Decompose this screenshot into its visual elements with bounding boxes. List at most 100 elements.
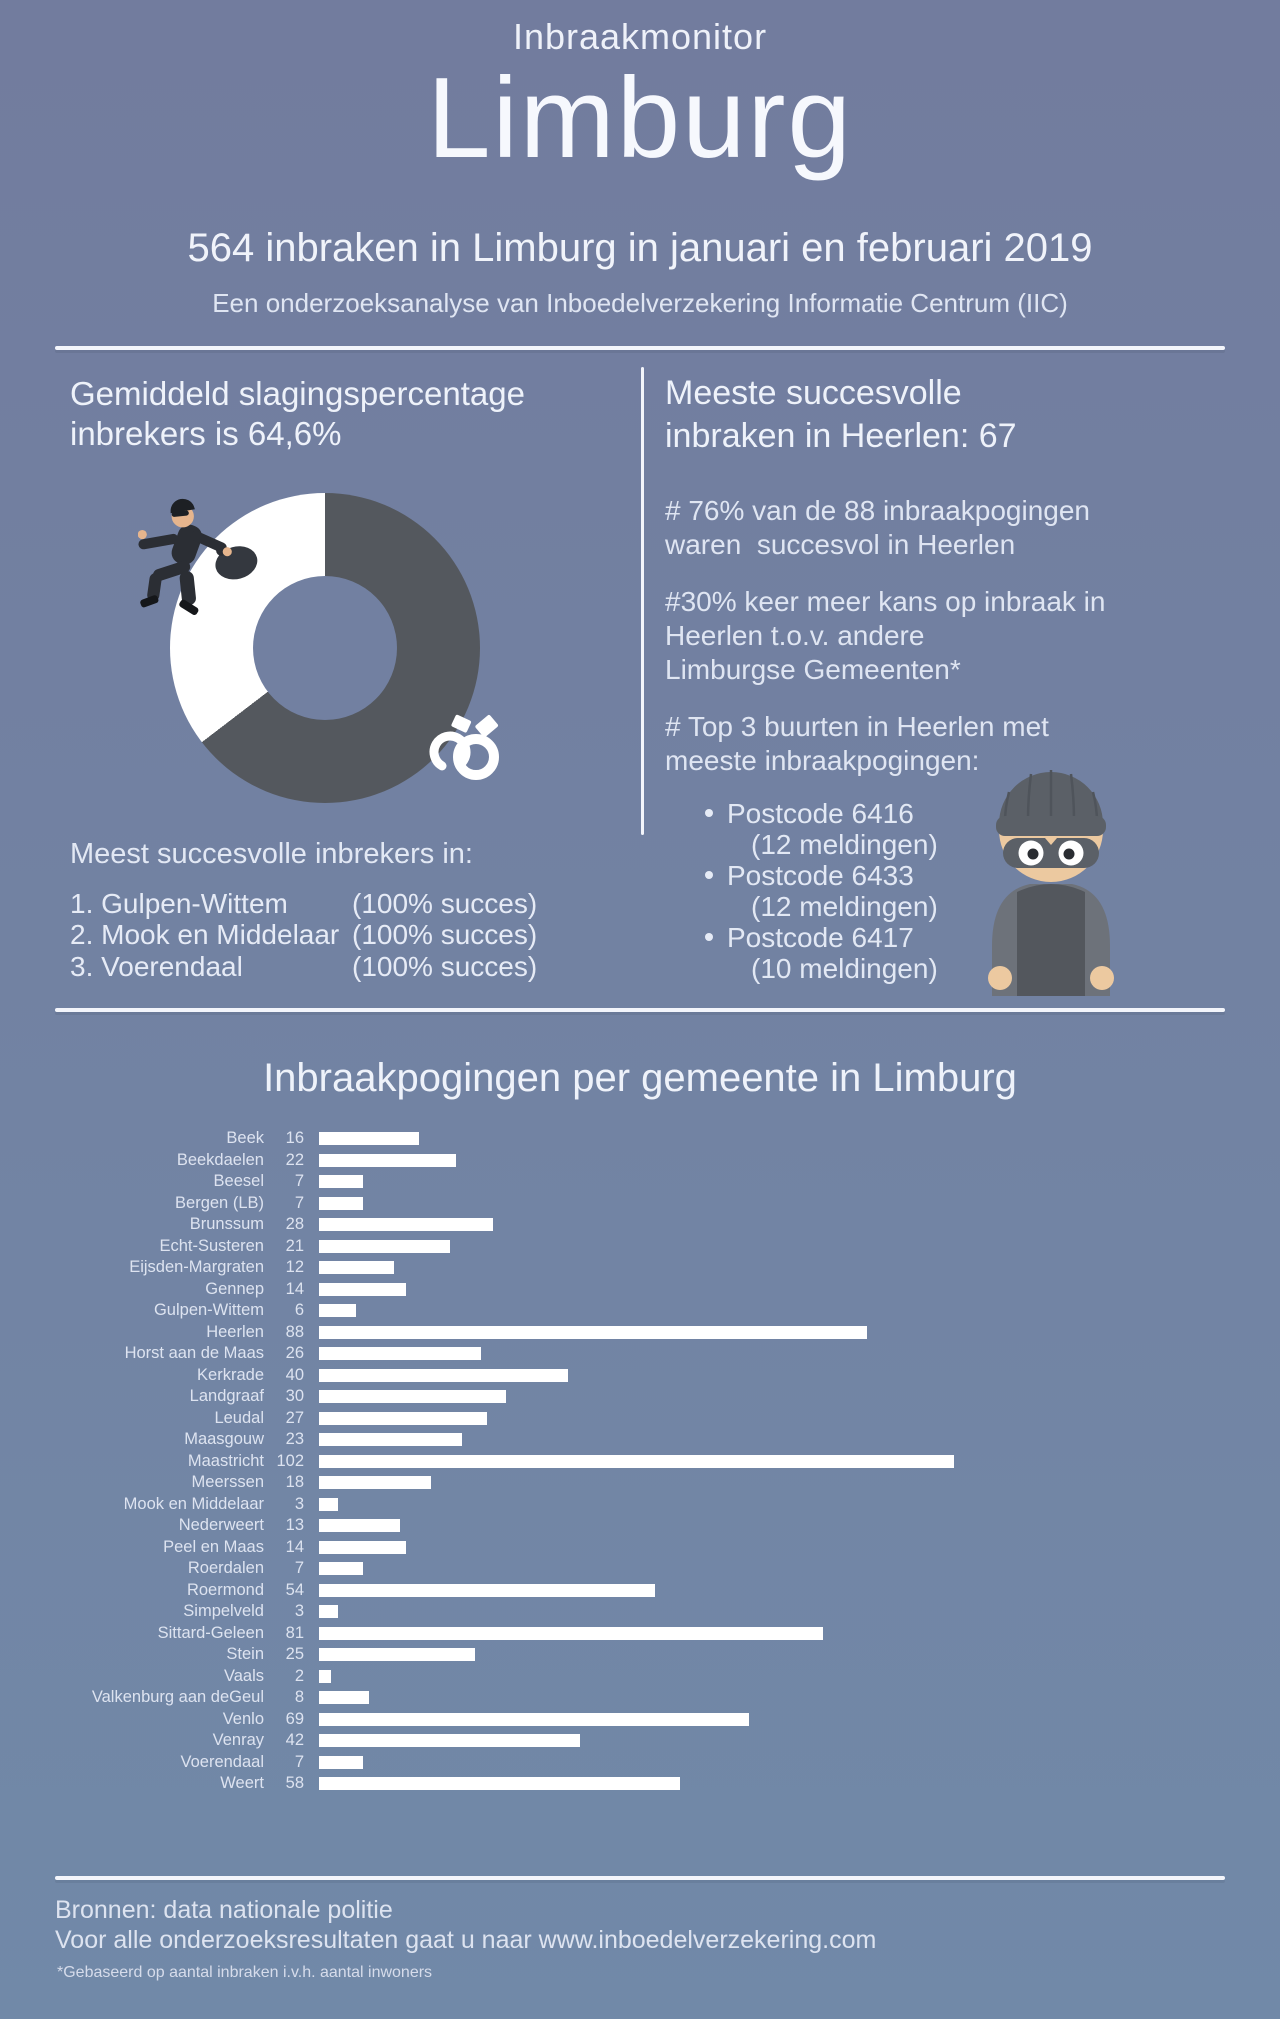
fact-line: waren succesvol in Heerlen	[665, 529, 1016, 560]
bar-value: 26	[285, 1344, 304, 1363]
fact-block: # Top 3 buurten in Heerlen met meeste inb…	[665, 710, 1225, 778]
bar	[319, 1519, 400, 1533]
bar-value: 58	[285, 1774, 304, 1793]
bar-track	[319, 1390, 506, 1404]
climbing-burglar-icon	[138, 498, 258, 616]
bar-track	[319, 1304, 356, 1318]
bar-value: 28	[285, 1215, 304, 1234]
bar-row: Nederweert 13	[55, 1515, 1225, 1537]
postcode-item: Postcode 6417 (10 meldingen)	[665, 922, 1085, 984]
heading-line: inbraken in Heerlen: 67	[665, 417, 1017, 455]
bar-value: 2	[294, 1666, 304, 1685]
bar-label: Leudal	[214, 1408, 264, 1427]
divider-middle	[55, 1008, 1225, 1012]
bar-label: Gennep	[205, 1279, 264, 1298]
bar	[319, 1325, 867, 1339]
bar-row: Venray 42	[55, 1730, 1225, 1752]
bar-row: Leudal 27	[55, 1408, 1225, 1430]
bar-label: Heerlen	[206, 1322, 264, 1341]
bar	[319, 1304, 356, 1318]
bar-row: Maastricht 102	[55, 1451, 1225, 1473]
vertical-divider	[641, 367, 644, 835]
bar-label: Maasgouw	[184, 1430, 264, 1449]
ranking-name: 1. Gulpen-Wittem	[70, 887, 288, 919]
bar-label: Venlo	[222, 1709, 264, 1728]
bar-track	[319, 1777, 680, 1791]
bar-label: Sittard-Geleen	[157, 1623, 264, 1642]
bar-value: 23	[285, 1430, 304, 1449]
bar-row: Stein 25	[55, 1644, 1225, 1666]
bar	[319, 1347, 481, 1361]
bar-value: 40	[285, 1365, 304, 1384]
donut-hole	[253, 576, 397, 720]
bar	[319, 1734, 580, 1748]
bar	[319, 1691, 369, 1705]
bar-value: 54	[285, 1580, 304, 1599]
fact-line: Limburgse Gemeenten*	[665, 654, 961, 685]
bar-track	[319, 1605, 338, 1619]
bar	[319, 1368, 568, 1382]
bar	[319, 1239, 450, 1253]
header-subtitle: 564 inbraken in Limburg in januari en fe…	[187, 226, 1093, 270]
bullet-dot-icon	[705, 871, 713, 879]
postcode-code: Postcode 6433	[727, 860, 914, 891]
bullet-dot-icon	[705, 809, 713, 817]
bar-value: 69	[285, 1709, 304, 1728]
bar-row: Vaals 2	[55, 1666, 1225, 1688]
bar	[319, 1175, 363, 1189]
bar-row: Peel en Maas 14	[55, 1537, 1225, 1559]
ranking-row: 1. Gulpen-Wittem (100% succes)	[70, 888, 540, 920]
bar-label: Valkenburg aan deGeul	[91, 1688, 264, 1707]
bar	[319, 1454, 954, 1468]
bar-value: 25	[285, 1645, 304, 1664]
postcode-list: Postcode 6416 (12 meldingen) Postcode 6433…	[665, 798, 1085, 984]
bar-value: 7	[294, 1559, 304, 1578]
header-byline: Een onderzoeksanalyse van Inboedelverzek…	[212, 288, 1068, 318]
bar-value: 88	[285, 1322, 304, 1341]
bar-row: Beesel 7	[55, 1171, 1225, 1193]
bar	[319, 1755, 363, 1769]
bar-value: 3	[294, 1494, 304, 1513]
bar-value: 42	[285, 1731, 304, 1750]
bar	[319, 1476, 431, 1490]
bar-row: Heerlen 88	[55, 1322, 1225, 1344]
bar-label: Roerdalen	[187, 1559, 264, 1578]
bar-value: 16	[285, 1129, 304, 1148]
bar-label: Beesel	[213, 1172, 264, 1191]
bar-track	[319, 1368, 568, 1382]
bar-track	[319, 1626, 823, 1640]
bar-value: 102	[276, 1451, 304, 1470]
bar	[319, 1583, 655, 1597]
bar-value: 12	[285, 1258, 304, 1277]
bar-row: Valkenburg aan deGeul 8	[55, 1687, 1225, 1709]
fact-line: # 76% van de 88 inbraakpogingen	[665, 495, 1091, 526]
bar-track	[319, 1519, 400, 1533]
heading-line: Meeste succesvolle	[665, 374, 962, 412]
bar-label: Stein	[226, 1645, 264, 1664]
bar-label: Landgraaf	[189, 1387, 264, 1406]
bar-row: Landgraaf 30	[55, 1386, 1225, 1408]
bar-label: Mook en Middelaar	[123, 1494, 264, 1513]
ranking-note: (100% succes)	[352, 919, 538, 951]
bar-row: Mook en Middelaar 3	[55, 1494, 1225, 1516]
ranking-row: 3. Voerendaal (100% succes)	[70, 951, 540, 983]
bar-value: 6	[294, 1301, 304, 1320]
burglar-avatar	[988, 770, 1114, 996]
bar	[319, 1196, 363, 1210]
bar-track	[319, 1476, 431, 1490]
bar-value: 7	[294, 1193, 304, 1212]
bar	[319, 1218, 493, 1232]
bar	[319, 1132, 419, 1146]
divider-footer	[55, 1876, 1225, 1880]
bar-track	[319, 1691, 369, 1705]
heading-line: inbrekers is 64,6%	[70, 415, 342, 452]
bar-row: Kerkrade 40	[55, 1365, 1225, 1387]
heerlen-heading: Meeste succesvolle inbraken in Heerlen: 6…	[665, 372, 1017, 458]
bar-track	[319, 1755, 363, 1769]
bar-track	[319, 1325, 867, 1339]
bar-label: Meerssen	[191, 1473, 264, 1492]
bar-row: Gennep 14	[55, 1279, 1225, 1301]
bar-track	[319, 1239, 450, 1253]
bar-label: Beek	[226, 1129, 264, 1148]
